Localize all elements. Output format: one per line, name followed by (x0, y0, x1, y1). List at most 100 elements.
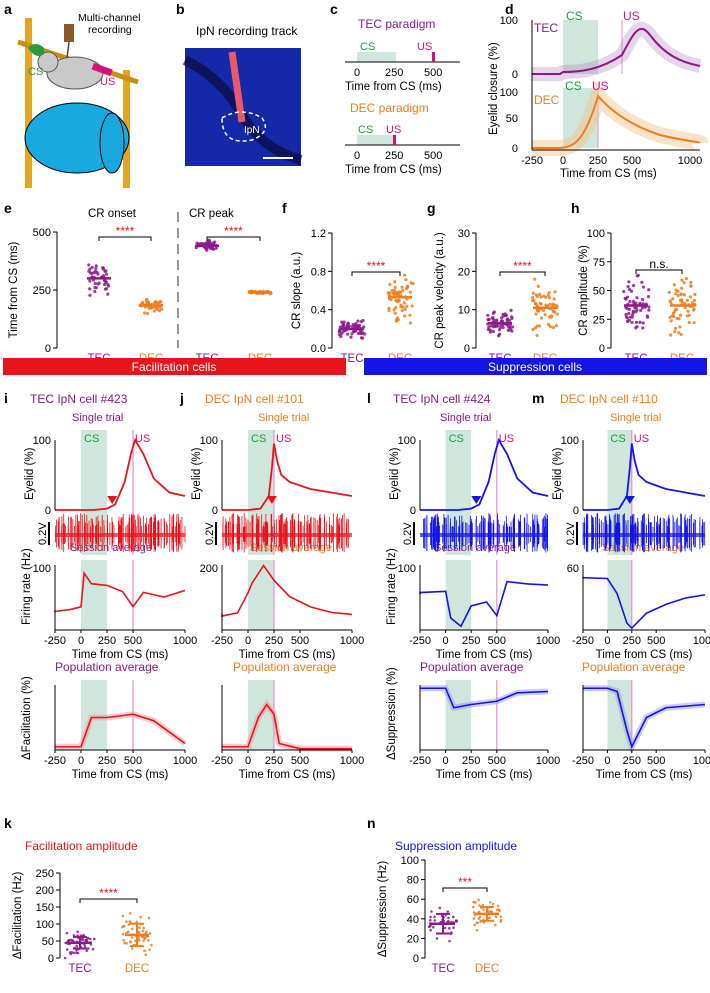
data-point (551, 325, 556, 330)
data-point (508, 325, 512, 330)
x-tick: -250 (44, 755, 66, 767)
x-tick: 250 (623, 635, 641, 647)
data-point (134, 939, 137, 943)
voltage-label: 0.2V (402, 522, 414, 545)
data-point (388, 282, 392, 287)
data-point (549, 314, 554, 318)
x-tick: 250 (265, 755, 283, 767)
data-point (208, 241, 212, 245)
us-label: US (634, 433, 649, 445)
significance-label: **** (367, 259, 386, 273)
us-marker (393, 135, 396, 145)
data-point (534, 293, 538, 297)
data-point (693, 303, 697, 307)
y-axis-label: Time from CS (ms) (8, 241, 20, 338)
y-tick: 100 (33, 563, 51, 575)
data-point (454, 919, 458, 922)
tec-label: TEC (534, 21, 558, 35)
data-point (541, 308, 546, 312)
eyelid-trace (55, 437, 186, 511)
data-point (544, 295, 548, 300)
data-point (491, 329, 495, 333)
dec-label: DEC (534, 93, 560, 107)
y-axis-label: Eyelid (%) (191, 447, 203, 500)
y-axis-label: Eyelid (%) (389, 447, 401, 500)
us-label: US (100, 76, 115, 88)
us-marker (432, 52, 435, 62)
subtitle: Population average (233, 660, 337, 674)
data-point (488, 916, 491, 919)
data-point (447, 927, 451, 930)
eyelid-trace (583, 443, 706, 511)
data-point (684, 276, 688, 281)
us-label: US (623, 9, 640, 23)
data-point (141, 929, 145, 933)
tick: 500 (424, 150, 442, 162)
y-axis-label: ΔSuppression (Hz) (377, 861, 389, 958)
data-point (387, 293, 391, 297)
data-point (640, 306, 645, 310)
data-point (72, 951, 75, 955)
data-point (150, 943, 153, 947)
data-point (682, 293, 686, 297)
data-point (624, 312, 628, 317)
data-point (477, 898, 480, 902)
data-point (687, 320, 691, 325)
data-point (130, 947, 134, 950)
population-sem-band (420, 685, 549, 712)
data-point (495, 324, 500, 328)
y-axis-label: Firing rate (Hz) (21, 548, 33, 625)
data-point (448, 939, 451, 943)
data-point (473, 923, 476, 927)
data-point (494, 319, 498, 323)
data-point (535, 333, 539, 338)
data-point (101, 267, 106, 271)
data-point (625, 319, 630, 323)
x-tick: -250 (409, 755, 431, 767)
y-axis-label: ΔFacilitation (%) (21, 676, 33, 760)
y-tick: 60 (407, 894, 419, 906)
data-point (552, 297, 556, 301)
data-point (673, 330, 677, 334)
data-point (400, 308, 404, 313)
x-tick: 1000 (340, 755, 364, 767)
y-tick: 100 (33, 435, 51, 447)
data-point (475, 921, 479, 925)
y-tick: 0.0 (311, 343, 326, 355)
panel-c: c TEC paradigm CS US 0 250 500 Time from… (330, 1, 460, 176)
data-point (506, 328, 510, 332)
data-point (393, 285, 397, 289)
voltage-label: 0.2V (565, 522, 577, 545)
data-point (639, 308, 643, 313)
data-point (625, 295, 630, 299)
x-tick: 500 (124, 755, 142, 767)
data-point (488, 901, 492, 904)
data-point (147, 306, 151, 310)
treadmill-end-icon (99, 112, 125, 174)
data-point (678, 325, 682, 329)
cs-window (248, 560, 274, 630)
data-point (622, 289, 626, 294)
subtitle: Population average (420, 660, 524, 674)
data-point (405, 284, 410, 288)
data-point (88, 279, 92, 283)
firing-rate-trace (582, 576, 706, 630)
significance-label: **** (99, 886, 118, 900)
data-point (550, 302, 555, 306)
data-point (411, 282, 415, 286)
data-point (83, 944, 87, 948)
x-axis-label: Time from CS (ms) (436, 649, 533, 661)
data-point (86, 937, 89, 940)
cr-peak-label: CR peak (189, 208, 234, 220)
data-point (632, 284, 636, 288)
data-point (147, 916, 151, 920)
data-point (339, 334, 343, 339)
data-point (504, 313, 508, 318)
us-label: US (276, 433, 291, 445)
x-tick: 250 (98, 755, 116, 767)
data-point (430, 910, 433, 913)
data-point (494, 923, 497, 927)
y-tick: 100 (587, 228, 605, 240)
data-point (350, 332, 354, 336)
